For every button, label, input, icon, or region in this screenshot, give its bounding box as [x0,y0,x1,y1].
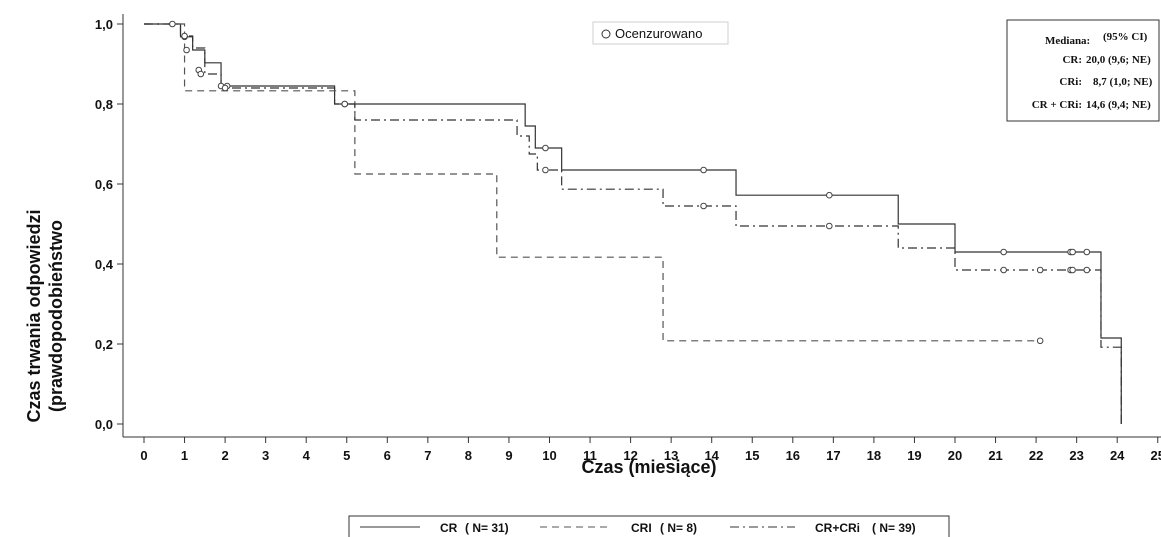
median-row-value-cri: 8,7 (1,0; NE) [1093,76,1153,88]
legend-label-cr: CR [440,521,458,535]
censor-mark-cr [1000,248,1007,256]
series-legend: CR ( N= 31) CRI ( N= 8) CR+CRi ( N= 39) [348,515,950,537]
censor-mark-cr-cri [1083,266,1091,274]
median-row-label-cri: CRi: [1059,76,1082,88]
y-tick-label: 1,0 [95,17,113,32]
x-tick-label: 19 [907,448,921,463]
x-tick-label: 2 [221,448,228,463]
series-legend-box [348,515,950,537]
x-tick-label: 5 [343,448,350,463]
median-header-label: Mediana: [1045,35,1090,47]
x-tick-label: 24 [1110,448,1125,463]
axis-ticks: 0 1 2 3 4 5 6 7 8 9 10 11 12 13 14 15 16 17 18 19 20 21 22 23 24… [95,17,1161,463]
censor-legend: Ocenzurowano [592,21,729,45]
censor-mark-cr-cri [1069,266,1076,274]
median-row-label-crcri: CR + CRi: [1032,99,1082,111]
median-row-value-crcri: 14,6 (9,4; NE) [1086,99,1151,111]
x-tick-label: 10 [542,448,556,463]
x-tick-label: 1 [181,448,188,463]
x-tick-label: 4 [303,448,311,463]
series-line-cr-cri [144,23,1122,424]
x-tick-label: 0 [140,448,147,463]
x-tick-label: 3 [262,448,269,463]
x-tick-label: 21 [988,448,1002,463]
series-line-cr [144,23,1122,424]
x-tick-label: 15 [745,448,759,463]
legend-n-crcri: ( N= 39) [872,521,916,535]
x-tick-label: 11 [583,448,597,463]
x-axis-title: Czas (miesiące) [581,457,716,477]
median-box-frame [1006,19,1160,122]
y-tick-label: 0,6 [95,177,113,192]
x-tick-label: 13 [664,448,678,463]
legend-label-crcri: CR+CRi [815,521,860,535]
median-row-label-cr: CR: [1062,54,1082,66]
x-tick-label: 16 [786,448,800,463]
censor-marks [169,20,1091,345]
median-box: Mediana: (95% CI) CR: 20,0 (9,6; NE) CRi… [1006,19,1160,122]
censor-mark-cr-cri [197,70,205,78]
x-tick-label: 9 [505,448,512,463]
censor-mark-cr-cri [542,166,549,174]
x-tick-label: 6 [384,448,391,463]
censor-mark-cr-cri [700,202,707,210]
median-header-ci: (95% CI) [1103,31,1148,43]
axes [122,14,1161,438]
censor-mark-cr [183,46,190,54]
x-tick-label: 8 [465,448,472,463]
censor-mark-cr-cri [181,32,188,40]
median-row-value-cr: 20,0 (9,6; NE) [1086,54,1151,66]
censor-mark-cr [1069,248,1076,256]
censor-mark-cr-cri [1000,266,1007,274]
censor-mark-cr [700,166,707,174]
x-tick-label: 17 [826,448,840,463]
censor-mark-cr [169,20,176,28]
censor-mark-cr [542,144,549,152]
series-line-cri [144,23,1041,342]
y-tick-label: 0,2 [95,337,113,352]
x-tick-label: 22 [1029,448,1043,463]
legend-label-cri: CRI [631,521,652,535]
legend-n-cr: ( N= 31) [465,521,509,535]
y-axis-title-line1: Czas trwania odpowiedzi [24,209,44,422]
censor-legend-box [592,21,729,45]
x-tick-label: 14 [704,448,719,463]
x-tick-label: 23 [1069,448,1083,463]
x-tick-label: 12 [623,448,637,463]
censor-mark-cr [1083,248,1091,256]
x-tick-label: 18 [867,448,881,463]
x-tick-label: 20 [948,448,962,463]
y-tick-label: 0,8 [95,97,113,112]
censor-mark-cr [825,191,833,199]
y-axis-title-line2: (prawdopodobieństwo [46,220,66,412]
censor-mark-cr-cri [1036,266,1044,274]
censor-legend-icon [601,29,611,39]
censor-legend-label: Ocenzurowano [615,26,702,41]
y-tick-label: 0,0 [95,417,113,432]
x-tick-label: 7 [424,448,431,463]
y-tick-label: 0,4 [95,257,114,272]
censor-mark-cri [1036,337,1044,345]
censor-mark-cr-cri [341,100,349,108]
censor-mark-cr-cri [825,222,833,230]
series-layer [144,23,1122,424]
legend-n-cri: ( N= 8) [660,521,697,535]
censor-mark-cr-cri [221,84,229,92]
x-tick-label: 25 [1151,448,1161,463]
